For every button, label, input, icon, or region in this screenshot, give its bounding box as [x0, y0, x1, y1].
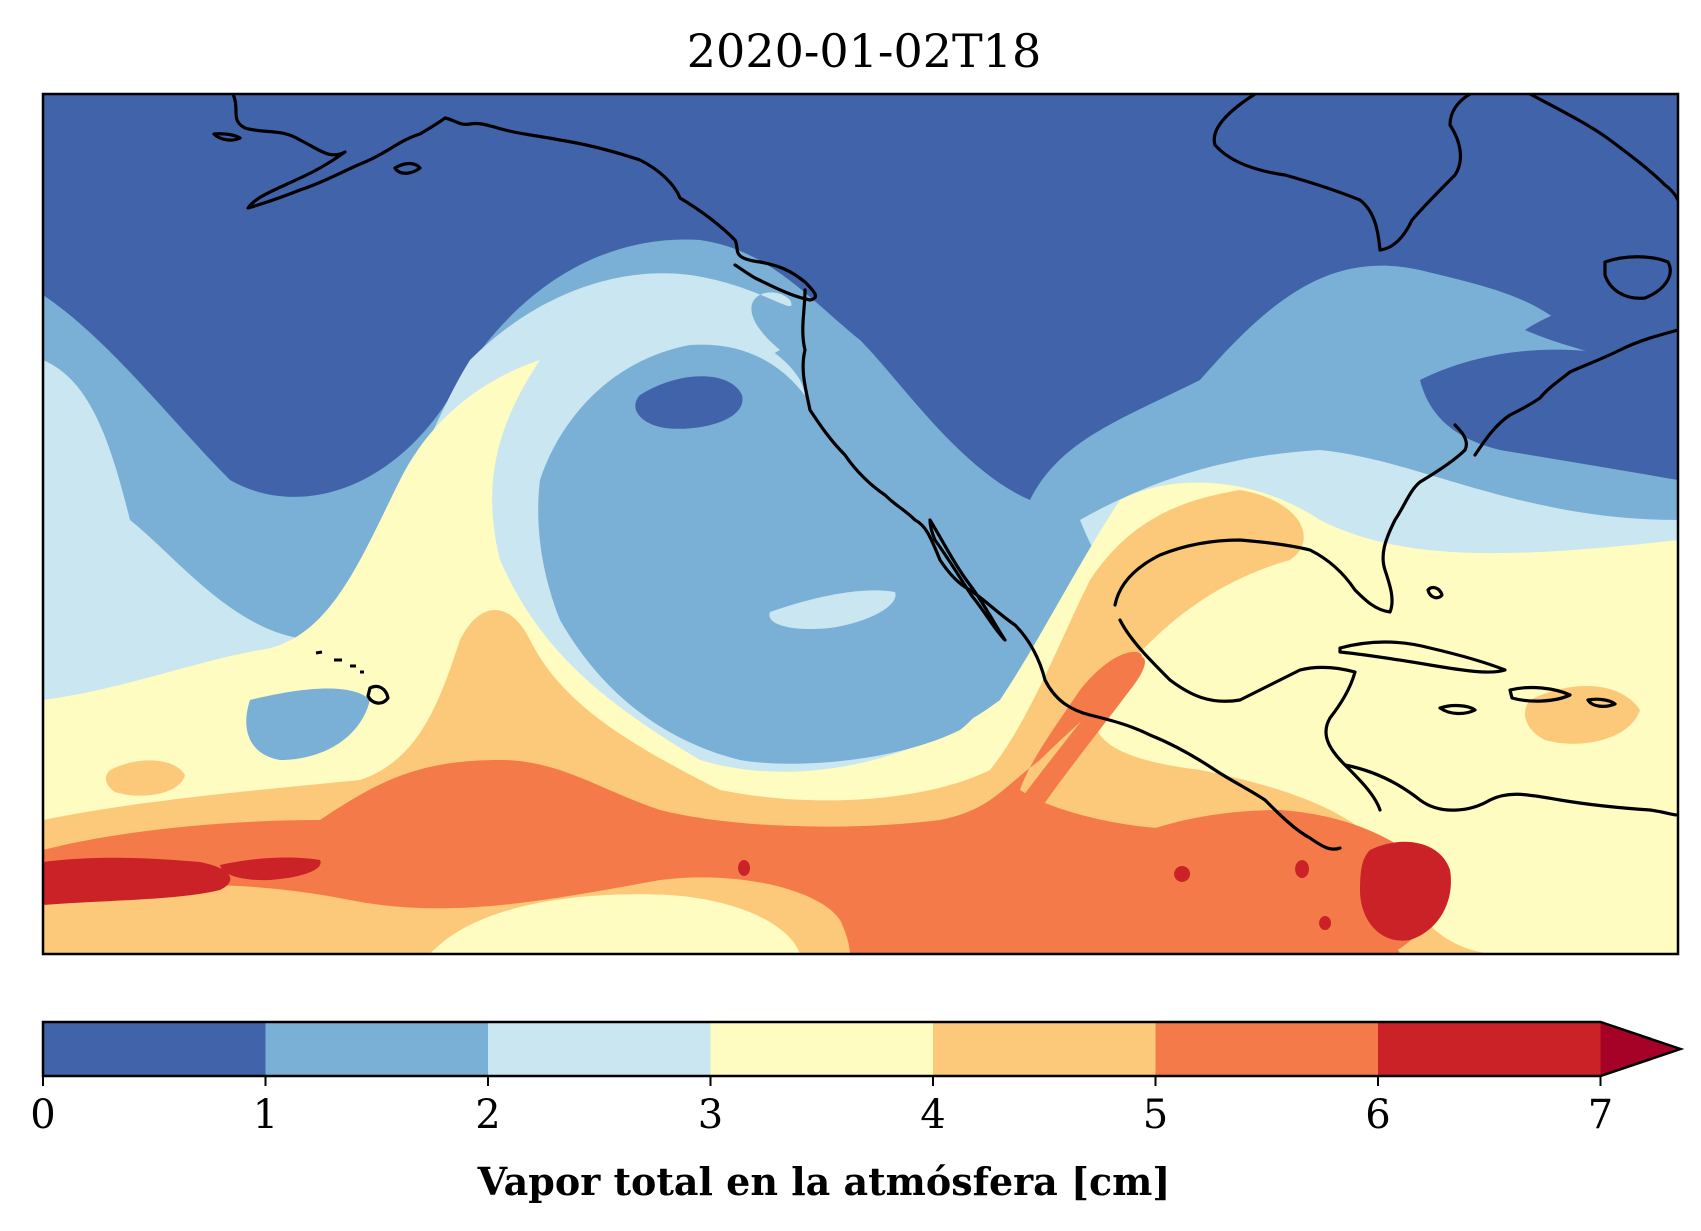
- colorbar-segment: [933, 1022, 1156, 1076]
- band-0-1-pocket-2: [635, 376, 743, 429]
- colorbar-segment: [43, 1022, 266, 1076]
- band-6-7-dot1: [1174, 866, 1191, 882]
- map-title: 2020-01-02T18: [687, 24, 1041, 78]
- yucatan-coast: [1118, 618, 1382, 812]
- band-1-2-hawaii: [246, 688, 370, 760]
- colorbar-tick-label: 5: [1143, 1092, 1168, 1138]
- bahamas-coast: [1426, 585, 1444, 600]
- colorbar-tick-label: 2: [475, 1092, 500, 1138]
- colorbar-label: Vapor total en la atmósfera [cm]: [477, 1159, 1171, 1204]
- baja-coast: [928, 518, 1007, 642]
- band-6-7-east: [1360, 841, 1451, 941]
- map-panel: [43, 94, 1678, 954]
- colorbar-outline: [41, 1020, 1685, 1078]
- colorbar-segment: [1378, 1022, 1601, 1076]
- gulf-coast: [1113, 423, 1468, 614]
- colorbar-tick-label: 1: [253, 1092, 278, 1138]
- colorbar-tick-label: 4: [920, 1092, 945, 1138]
- band-4-5-blob: [105, 760, 185, 796]
- kodiak-coast: [393, 161, 422, 175]
- band-6-7-dot3: [738, 860, 751, 876]
- band-5-6-east: [1084, 810, 1433, 954]
- band-0-1-ne: [1420, 349, 1678, 480]
- alaska-coast: [231, 94, 818, 302]
- labrador-coast: [1528, 94, 1678, 202]
- colorbar-segment: [710, 1022, 934, 1076]
- coastlines: [212, 94, 1678, 851]
- colorbar: [41, 1020, 1685, 1078]
- colorbar-segment: [1155, 1022, 1379, 1076]
- colorbar-ticks: 0 1 2 3 4 5 6 7: [30, 1076, 1613, 1138]
- central-america-east: [1343, 763, 1678, 817]
- east-coast: [1473, 328, 1678, 457]
- band-2-3-streak-2: [769, 590, 896, 630]
- band-1-2-gyre: [538, 344, 998, 764]
- colorbar-tick-label: 3: [698, 1092, 723, 1138]
- hawaii-big-island: [366, 684, 390, 705]
- newfoundland-coast: [1603, 255, 1672, 300]
- colorbar-tick-label: 7: [1588, 1092, 1613, 1138]
- hawaii-islands: [315, 650, 364, 674]
- band-6-7-dot4: [1319, 916, 1332, 930]
- band-0-1-ne-2: [1525, 296, 1678, 380]
- hispaniola-coast: [1508, 685, 1572, 703]
- colorbar-tick-label: 0: [30, 1092, 55, 1138]
- map-frame: [41, 92, 1680, 956]
- band-6-7-dot2: [1295, 860, 1310, 878]
- band-5-6-plume: [1020, 656, 1145, 810]
- west-coast: [801, 288, 1342, 851]
- puerto-rico-coast: [1586, 697, 1617, 708]
- colorbar-segment: [265, 1022, 489, 1076]
- colorbar-segment: [488, 1022, 711, 1076]
- band-3-4-core: [430, 894, 800, 954]
- hudson-coast: [1212, 94, 1472, 252]
- cuba-coast: [1338, 640, 1507, 674]
- colorbar-extend-arrow: [1600, 1022, 1681, 1076]
- jamaica-coast: [1438, 703, 1477, 716]
- band-6-7-west-2: [220, 857, 321, 881]
- colorbar-tick-label: 6: [1365, 1092, 1390, 1138]
- aleutian-coast: [212, 132, 242, 142]
- band-5-6: [43, 651, 1400, 954]
- band-6-7-west: [43, 857, 231, 905]
